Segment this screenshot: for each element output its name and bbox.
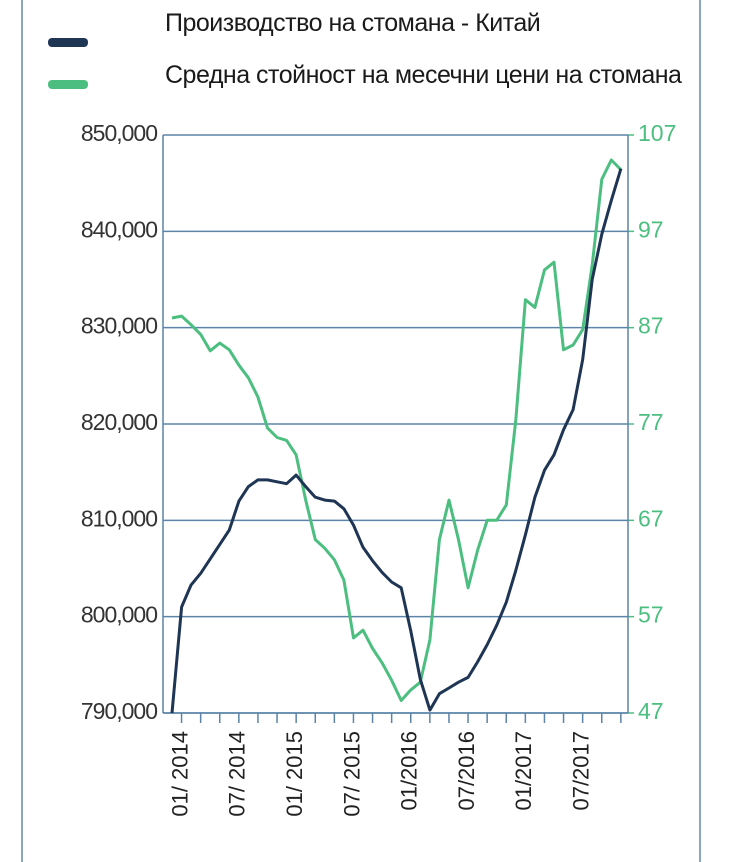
y2-tick-label: 67 (638, 505, 664, 531)
y2-tick-label: 97 (638, 216, 664, 242)
x-tick-label: 07/2017 (568, 731, 593, 811)
y-tick-label: 820,000 (81, 409, 157, 435)
y2-tick-label: 57 (638, 602, 664, 628)
legend-label: Производство на стомана - Китай (165, 9, 541, 37)
x-tick-label: 07/ 2014 (225, 731, 250, 817)
x-tick-label: 01/ 2014 (167, 731, 192, 817)
y-tick-label: 810,000 (81, 505, 157, 531)
x-tick-label: 07/2016 (454, 731, 479, 811)
y2-tick-label: 47 (638, 698, 664, 724)
series-line (171, 158, 622, 702)
y-tick-label: 850,000 (81, 120, 157, 146)
legend-label: Средна стойност на месечни цени на стома… (165, 61, 682, 89)
y-tick-label: 800,000 (81, 602, 157, 628)
x-tick-label: 01/2016 (397, 731, 422, 811)
legend-swatch (48, 38, 88, 47)
series-line (170, 168, 623, 714)
y2-tick-label: 107 (638, 120, 676, 146)
x-tick-label: 07/ 2015 (339, 731, 364, 817)
legend-swatch (48, 80, 88, 89)
x-tick-label: 01/ 2015 (282, 731, 307, 817)
y-tick-label: 840,000 (81, 216, 157, 242)
x-tick-label: 01/2017 (511, 731, 536, 811)
y2-tick-label: 77 (638, 409, 664, 435)
y-tick-label: 790,000 (81, 698, 157, 724)
y-tick-label: 830,000 (81, 313, 157, 339)
y2-tick-label: 87 (638, 313, 664, 339)
